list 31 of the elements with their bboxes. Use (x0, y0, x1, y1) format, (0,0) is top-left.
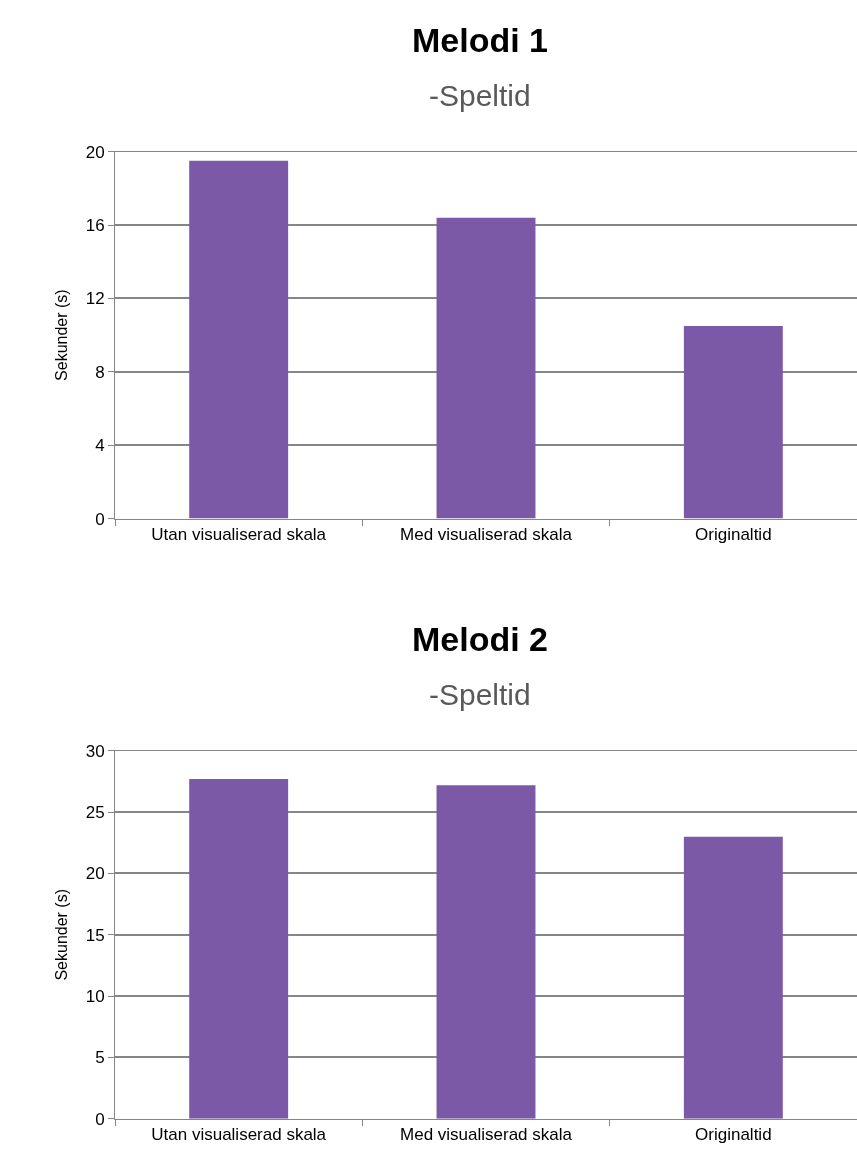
y-tick-label: 25 (85, 803, 105, 823)
y-tick-label: 10 (85, 987, 105, 1007)
y-tick-label: 0 (95, 1109, 105, 1129)
y-tick-label: 15 (85, 925, 105, 945)
chart-title: Melodi 2 (412, 620, 549, 658)
y-tick-label: 30 (85, 741, 105, 761)
y-tick-label: 20 (85, 864, 105, 884)
bar (189, 160, 289, 519)
y-tick-label: 12 (85, 289, 105, 309)
x-tick-label: Utan visualiserad skala (151, 525, 327, 545)
chart-subtitle: -Speltid (429, 678, 531, 711)
bar (683, 836, 783, 1119)
bar (189, 779, 289, 1119)
x-tick-label: Med visualiserad skala (400, 525, 573, 545)
bar (683, 325, 783, 519)
y-tick-label: 8 (95, 362, 105, 382)
x-tick-label: Originaltid (695, 525, 772, 545)
chart-subtitle: -Speltid (429, 79, 531, 112)
x-tick-label: Utan visualiserad skala (151, 1125, 327, 1145)
y-tick-label: 0 (95, 509, 105, 529)
y-axis-title: Sekunder (s) (52, 289, 70, 381)
x-tick-label: Originaltid (695, 1125, 772, 1145)
y-tick-label: 5 (95, 1048, 105, 1068)
y-axis-title: Sekunder (s) (52, 888, 70, 981)
x-tick-label: Med visualiserad skala (400, 1125, 573, 1145)
chart-title: Melodi 1 (412, 21, 549, 59)
y-tick-label: 20 (85, 142, 105, 162)
y-tick-label: 4 (95, 436, 105, 456)
y-tick-label: 16 (85, 215, 105, 235)
bar (436, 785, 536, 1119)
bar (436, 217, 536, 519)
